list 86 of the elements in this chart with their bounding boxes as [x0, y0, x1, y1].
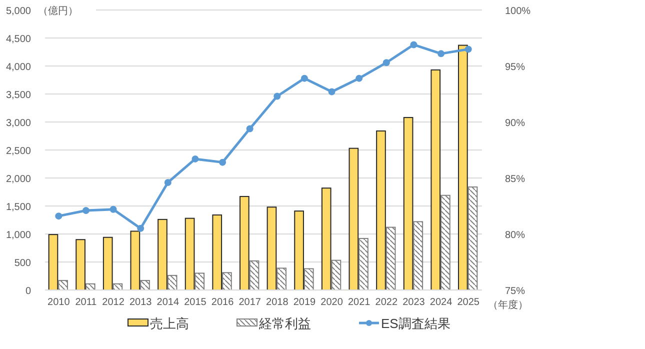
point: [110, 206, 117, 213]
x-tick-label: 2024: [430, 297, 453, 308]
bar: [440, 194, 450, 290]
x-tick-label: 2012: [102, 297, 125, 308]
point: [219, 158, 226, 166]
legend-label: 売上高: [150, 316, 189, 331]
bar: [376, 130, 386, 290]
y-tick-label: 4,500: [6, 34, 32, 45]
bar: [48, 234, 58, 290]
x-tick-label: 2013: [129, 297, 152, 308]
bar: [167, 274, 178, 290]
bar: [184, 218, 195, 290]
y2-tick-label: 95%: [505, 62, 526, 73]
y-tick-label: 3,500: [6, 90, 32, 101]
y2-tick-label: 75%: [505, 286, 526, 297]
y-tick-label: 4,000: [6, 62, 32, 73]
y-tick-label: 500: [14, 258, 32, 269]
x-tick-label: 2017: [238, 297, 262, 308]
point: [410, 41, 418, 48]
bar: [158, 218, 168, 290]
point: [82, 206, 90, 214]
y-tick-label: 3,000: [6, 118, 32, 129]
y-tick-label: 5,000: [6, 6, 32, 17]
point: [164, 178, 172, 186]
bar: [240, 196, 250, 290]
legend-label: 経常利益: [258, 316, 311, 331]
x-tick-label: 2021: [348, 297, 371, 308]
x-tick-label: 2023: [402, 297, 426, 308]
x-tick-label: 2018: [266, 297, 289, 308]
x-tick-label: 2016: [211, 297, 234, 308]
y-tick-label: 2,000: [6, 174, 32, 185]
y-tick-label: 0: [25, 286, 32, 297]
point: [137, 224, 144, 232]
x-tick-label: 2011: [75, 297, 98, 308]
point: [464, 46, 472, 53]
bar: [212, 214, 222, 290]
bar: [194, 272, 205, 290]
x-tick-label: 2019: [293, 297, 316, 308]
y-axis-title: （億円）: [38, 5, 78, 17]
x-tick-label: 2025: [457, 297, 480, 308]
bar: [386, 226, 396, 290]
y-tick-label: 1,500: [6, 202, 32, 213]
y2-tick-label: 85%: [505, 174, 526, 185]
point: [192, 155, 199, 162]
bar: [430, 69, 441, 290]
y2-tick-label: 80%: [505, 230, 526, 241]
bar: [276, 268, 286, 290]
bar: [403, 117, 414, 290]
bar: [458, 44, 468, 290]
bar: [358, 238, 368, 290]
point: [274, 92, 281, 100]
point: [356, 74, 363, 82]
bar: [331, 260, 342, 290]
bar: [76, 239, 86, 290]
bar: [266, 206, 277, 290]
bar: [304, 268, 314, 290]
bar: [321, 188, 332, 290]
bar: [413, 221, 424, 290]
bar: [294, 210, 304, 290]
bar: [102, 236, 113, 290]
x-tick-label: 2010: [48, 297, 70, 308]
point: [382, 59, 390, 66]
y-tick-label: 2,500: [6, 146, 32, 157]
legend-経常利益: 経常利益: [236, 316, 311, 331]
x-axis-title: （年度）: [488, 299, 528, 311]
bar: [140, 280, 150, 290]
x-tick-label: 2015: [184, 297, 207, 308]
x-tick-label: 2014: [156, 297, 180, 308]
point: [438, 50, 445, 58]
y2-tick-label: 100%: [505, 6, 531, 17]
x-tick-label: 2022: [375, 297, 398, 308]
legend-売上高: 売上高: [128, 316, 189, 331]
bar: [348, 148, 359, 290]
bar: [130, 230, 140, 290]
bar: [58, 280, 68, 290]
point: [328, 88, 336, 96]
legend-label: ES調査結果: [381, 316, 450, 331]
point: [246, 125, 254, 132]
x-tick-label: 2020: [320, 297, 344, 308]
bar: [249, 260, 260, 290]
point: [300, 74, 308, 82]
point: [55, 212, 62, 220]
bar: [468, 186, 478, 290]
y2-tick-label: 90%: [505, 118, 526, 129]
y-tick-label: 1,000: [6, 230, 32, 241]
bar: [222, 272, 232, 290]
